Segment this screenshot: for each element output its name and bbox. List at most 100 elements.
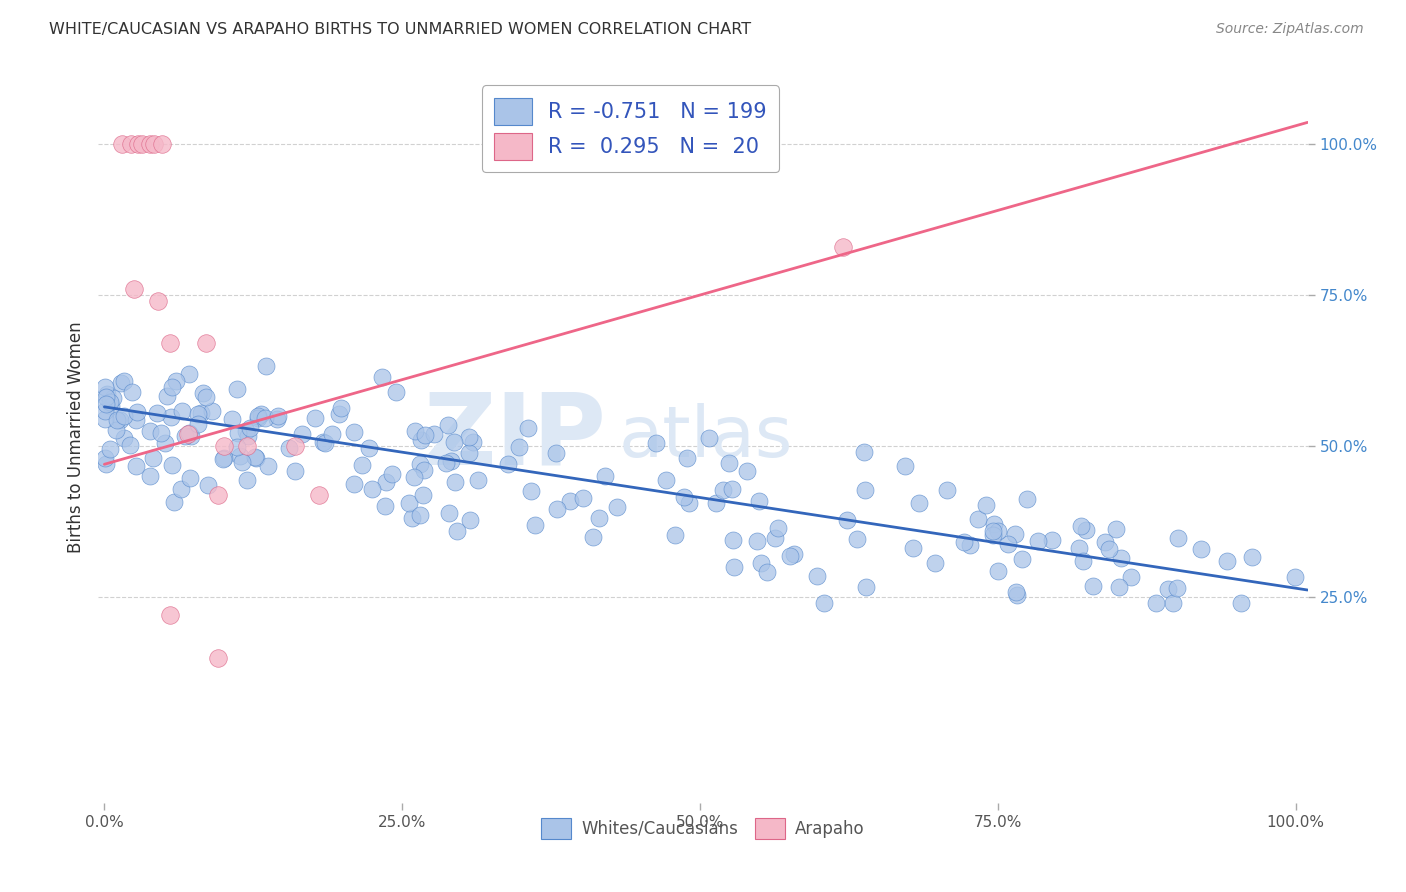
Point — [1163, 596, 1185, 610]
Point — [138, 468, 160, 483]
Point — [190, 406, 212, 420]
Point — [127, 405, 149, 419]
Point — [235, 424, 257, 438]
Point — [253, 410, 276, 425]
Legend: Whites/Caucasians, Arapaho: Whites/Caucasians, Arapaho — [534, 811, 872, 846]
Point — [711, 483, 734, 498]
Point — [236, 473, 259, 487]
Point — [1284, 570, 1306, 584]
Point — [678, 496, 700, 510]
Point — [763, 532, 786, 546]
Point — [125, 413, 148, 427]
Point — [120, 136, 142, 151]
Point — [375, 475, 398, 490]
Point — [177, 367, 200, 381]
Point — [156, 389, 179, 403]
Point — [100, 399, 122, 413]
Point — [94, 450, 117, 465]
Point — [160, 410, 183, 425]
Point — [1105, 523, 1128, 537]
Point — [180, 429, 202, 443]
Point — [855, 581, 877, 595]
Point — [1094, 535, 1116, 549]
Point — [236, 439, 259, 453]
Point — [249, 407, 271, 421]
Point — [401, 511, 423, 525]
Point — [1121, 570, 1143, 584]
Point — [371, 369, 394, 384]
Point — [105, 423, 128, 437]
Point — [170, 482, 193, 496]
Point — [125, 458, 148, 473]
Point — [644, 436, 666, 450]
Point — [118, 438, 141, 452]
Point — [673, 490, 696, 504]
Point — [146, 294, 169, 309]
Point — [226, 382, 249, 396]
Point — [177, 427, 200, 442]
Point — [357, 441, 380, 455]
Point — [381, 467, 404, 481]
Point — [96, 387, 118, 401]
Point — [111, 136, 134, 151]
Point — [704, 496, 727, 510]
Point — [1241, 550, 1264, 565]
Point — [321, 427, 343, 442]
Point — [160, 380, 183, 394]
Point — [981, 524, 1004, 539]
Point — [846, 533, 869, 547]
Point — [437, 417, 460, 432]
Point — [720, 482, 742, 496]
Point — [110, 376, 132, 391]
Point — [1004, 527, 1026, 541]
Point — [207, 487, 229, 501]
Point — [908, 496, 931, 510]
Point — [813, 596, 835, 610]
Point — [582, 530, 605, 544]
Point — [243, 450, 266, 465]
Point — [461, 434, 484, 449]
Point — [1083, 579, 1105, 593]
Point — [155, 435, 177, 450]
Point — [983, 517, 1005, 532]
Point — [195, 390, 218, 404]
Point — [121, 385, 143, 400]
Point — [439, 506, 461, 520]
Point — [959, 538, 981, 552]
Point — [901, 541, 924, 556]
Point — [675, 450, 697, 465]
Point — [409, 433, 432, 447]
Point — [328, 407, 350, 421]
Point — [179, 425, 201, 440]
Point — [342, 425, 364, 439]
Point — [308, 487, 330, 501]
Point — [221, 412, 243, 426]
Point — [443, 435, 465, 450]
Point — [412, 488, 434, 502]
Point — [247, 409, 270, 423]
Point — [94, 411, 117, 425]
Point — [197, 478, 219, 492]
Point — [94, 403, 117, 417]
Point — [1108, 580, 1130, 594]
Point — [974, 498, 997, 512]
Point — [1189, 541, 1212, 556]
Point — [131, 136, 153, 151]
Point — [434, 456, 457, 470]
Point — [212, 451, 235, 466]
Point — [101, 391, 124, 405]
Point — [524, 518, 547, 533]
Point — [748, 494, 770, 508]
Point — [404, 469, 426, 483]
Y-axis label: Births to Unmarried Women: Births to Unmarried Women — [66, 321, 84, 553]
Point — [98, 442, 121, 456]
Point — [443, 475, 465, 489]
Point — [766, 521, 789, 535]
Point — [967, 512, 990, 526]
Point — [159, 608, 181, 623]
Point — [127, 136, 149, 151]
Point — [735, 464, 758, 478]
Point — [138, 136, 160, 151]
Point — [174, 429, 197, 443]
Point — [384, 384, 406, 399]
